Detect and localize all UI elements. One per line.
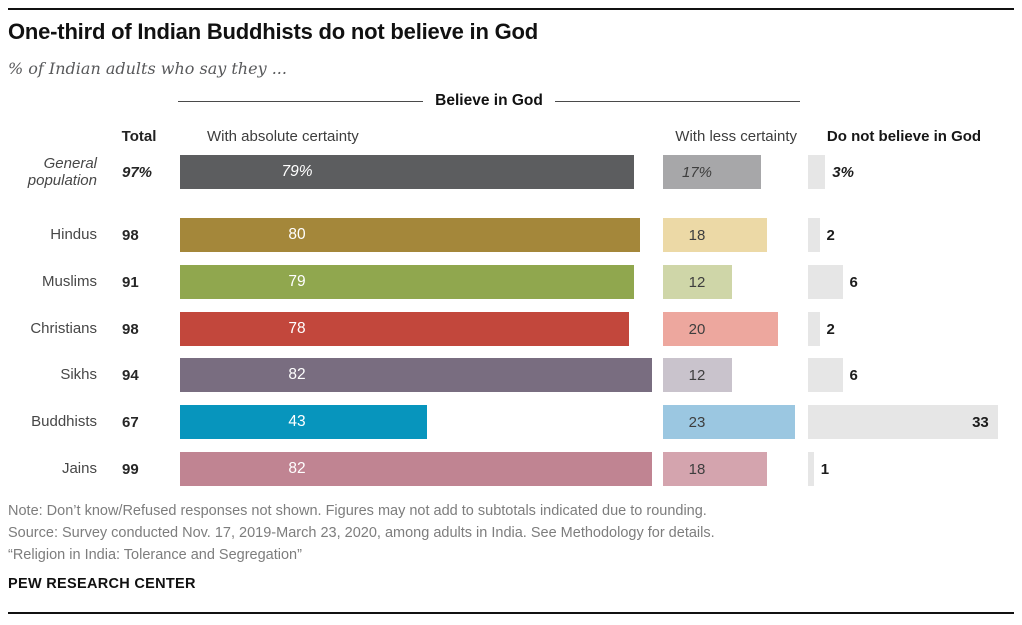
do-not-believe-bar bbox=[808, 218, 820, 252]
total-value: 98 bbox=[122, 226, 139, 244]
column-header-do-not-believe: Do not believe in God bbox=[826, 127, 982, 145]
column-header-absolute-certainty: With absolute certainty bbox=[207, 127, 359, 145]
header-right-line bbox=[554, 100, 801, 102]
note-line: Note: Don’t know/Refused responses not s… bbox=[8, 503, 707, 519]
do-not-believe-value: 2 bbox=[826, 226, 835, 244]
category-label: Jains bbox=[61, 460, 97, 478]
absolute-certainty-bar bbox=[180, 218, 640, 252]
less-certainty-value: 20 bbox=[688, 320, 706, 338]
footer-notes: Note: Don’t know/Refused responses not s… bbox=[8, 500, 715, 566]
less-certainty-bar bbox=[663, 452, 767, 486]
believe-in-god-label: Believe in God bbox=[435, 92, 543, 109]
absolute-certainty-bar bbox=[180, 265, 635, 299]
less-certainty-bar bbox=[663, 155, 761, 189]
less-certainty-bar bbox=[663, 405, 796, 439]
total-value: 67 bbox=[122, 413, 139, 431]
do-not-believe-value: 2 bbox=[826, 320, 835, 338]
top-rule bbox=[8, 8, 1014, 10]
absolute-certainty-bar bbox=[180, 312, 629, 346]
report-title-line: “Religion in India: Tolerance and Segreg… bbox=[8, 547, 302, 563]
category-label: Buddhists bbox=[31, 413, 97, 431]
total-value: 98 bbox=[122, 320, 139, 338]
absolute-certainty-value: 43 bbox=[288, 413, 306, 430]
do-not-believe-bar bbox=[808, 265, 843, 299]
believe-in-god-section-header: Believe in God bbox=[178, 92, 801, 110]
do-not-believe-bar bbox=[808, 405, 998, 439]
absolute-certainty-value: 78 bbox=[288, 320, 306, 337]
less-certainty-bar bbox=[663, 265, 732, 299]
do-not-believe-bar bbox=[808, 358, 843, 392]
source-line: Source: Survey conducted Nov. 17, 2019-M… bbox=[8, 525, 715, 541]
total-value: 91 bbox=[122, 273, 139, 291]
total-value: 94 bbox=[122, 366, 139, 384]
absolute-certainty-bar bbox=[180, 405, 428, 439]
less-certainty-value: 12 bbox=[688, 273, 706, 291]
total-value: 97% bbox=[122, 163, 153, 181]
less-certainty-value: 12 bbox=[688, 366, 706, 384]
less-certainty-value: 18 bbox=[688, 460, 706, 478]
pew-research-center-brand: PEW RESEARCH CENTER bbox=[8, 576, 196, 592]
header-left-line bbox=[178, 100, 424, 102]
less-certainty-value: 18 bbox=[688, 226, 706, 244]
absolute-certainty-value: 79 bbox=[288, 273, 306, 290]
category-label: Muslims bbox=[42, 273, 97, 291]
column-header-less-certainty: With less certainty bbox=[675, 127, 797, 145]
absolute-certainty-value: 79% bbox=[281, 163, 313, 180]
absolute-certainty-value: 82 bbox=[288, 460, 306, 477]
less-certainty-bar bbox=[663, 358, 732, 392]
chart-title: One-third of Indian Buddhists do not bel… bbox=[8, 19, 539, 44]
do-not-believe-value: 1 bbox=[820, 460, 830, 478]
category-label: Christians bbox=[30, 320, 97, 338]
do-not-believe-value: 3% bbox=[832, 163, 854, 181]
less-certainty-bar bbox=[663, 218, 767, 252]
do-not-believe-bar bbox=[808, 452, 814, 486]
do-not-believe-value: 6 bbox=[849, 273, 858, 291]
category-label: Sikhs bbox=[60, 366, 97, 384]
total-value: 99 bbox=[122, 460, 139, 478]
absolute-certainty-bar bbox=[180, 452, 652, 486]
category-label: General population bbox=[27, 154, 97, 189]
column-header-total: Total bbox=[121, 127, 157, 145]
do-not-believe-bar bbox=[808, 312, 820, 346]
less-certainty-value: 23 bbox=[688, 413, 706, 431]
absolute-certainty-value: 82 bbox=[288, 366, 306, 383]
do-not-believe-bar bbox=[808, 155, 826, 189]
absolute-certainty-bar bbox=[180, 358, 652, 392]
bottom-rule bbox=[8, 612, 1014, 614]
less-certainty-value: 17% bbox=[681, 163, 713, 181]
category-label: Hindus bbox=[50, 226, 97, 244]
chart-subtitle: % of Indian adults who say they ... bbox=[8, 59, 287, 78]
absolute-certainty-bar bbox=[180, 155, 635, 189]
do-not-believe-value: 33 bbox=[972, 413, 989, 431]
less-certainty-bar bbox=[663, 312, 778, 346]
absolute-certainty-value: 80 bbox=[288, 226, 306, 243]
do-not-believe-value: 6 bbox=[849, 366, 858, 384]
